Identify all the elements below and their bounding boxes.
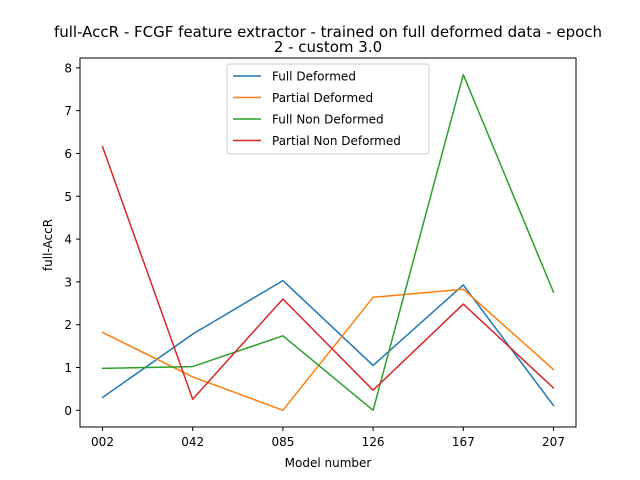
x-tick-label: 167 (452, 435, 475, 449)
x-tick-label: 042 (181, 435, 204, 449)
y-tick-label: 6 (64, 147, 72, 161)
legend-label: Partial Non Deformed (272, 134, 401, 148)
chart-title-line-2: 2 - custom 3.0 (274, 38, 382, 56)
legend-box (226, 63, 430, 155)
series-line-partial-deformed (101, 288, 555, 412)
plot-frame (79, 57, 577, 428)
y-tick-label: 1 (64, 361, 72, 375)
series-line-partial-non-deformed (101, 145, 555, 400)
x-tick-label: 207 (542, 435, 565, 449)
x-axis: 002 042 085 126 167 207 (91, 427, 565, 449)
y-tick-label: 8 (64, 61, 72, 75)
y-tick-label: 7 (64, 104, 72, 118)
legend-label: Full Non Deformed (272, 113, 384, 127)
legend-label: Partial Deformed (272, 91, 373, 105)
x-tick-label: 126 (362, 435, 385, 449)
y-axis: 0 1 2 3 4 5 6 7 8 (64, 61, 80, 418)
x-tick-label: 002 (91, 435, 114, 449)
series-line-full-non-deformed (101, 73, 555, 412)
legend-label: Full Deformed (272, 70, 356, 84)
y-tick-label: 2 (64, 318, 72, 332)
y-tick-label: 0 (64, 404, 72, 418)
series-line-full-deformed (101, 279, 555, 407)
y-tick-label: 5 (64, 190, 72, 204)
x-axis-label: Model number (285, 456, 372, 470)
legend: Full Deformed Partial Deformed Full Non De… (226, 63, 430, 155)
y-axis-label: full-AccR (41, 219, 55, 271)
plot-lines (101, 73, 555, 412)
x-tick-label: 085 (271, 435, 294, 449)
y-tick-label: 3 (64, 275, 72, 289)
chart-title-line-1: full-AccR - FCGF feature extractor - tra… (54, 23, 602, 41)
y-tick-label: 4 (64, 233, 72, 247)
